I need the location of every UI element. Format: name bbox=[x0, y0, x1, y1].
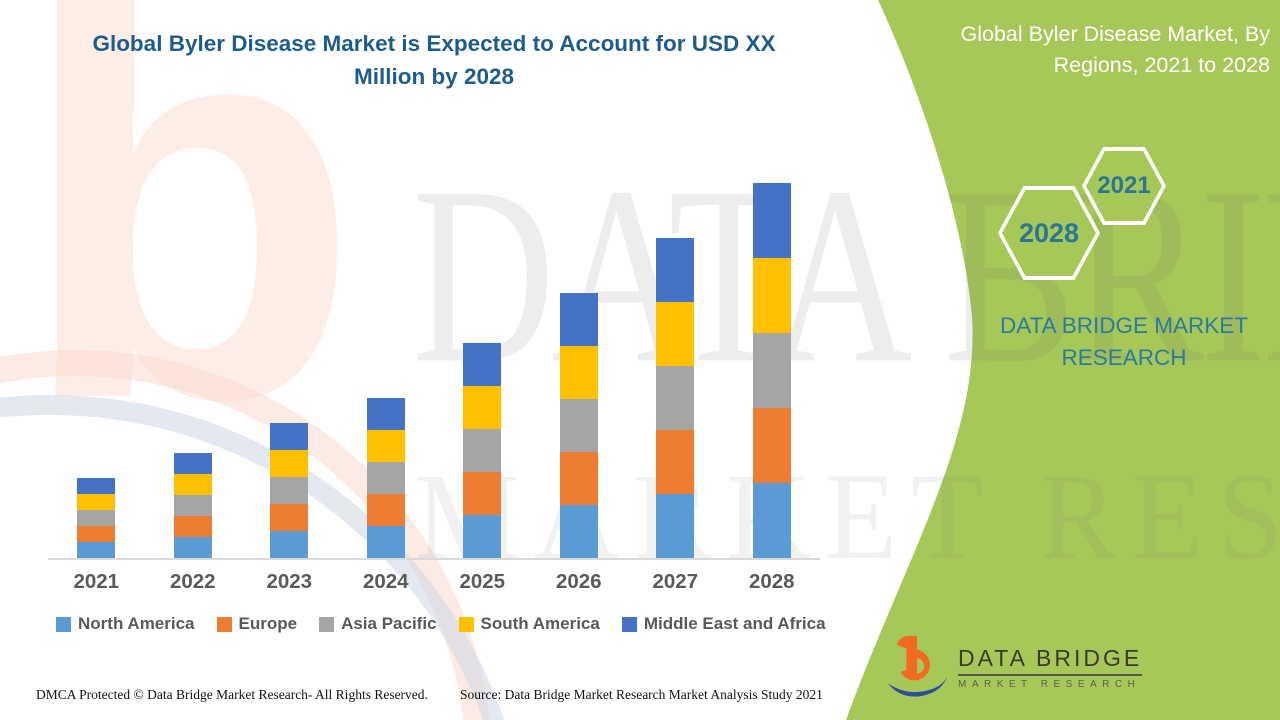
chart-title: Global Byler Disease Market is Expected … bbox=[74, 27, 794, 93]
legend-item: Middle East and Africa bbox=[621, 614, 826, 634]
bar-segment bbox=[463, 386, 502, 429]
bar-segment bbox=[77, 494, 116, 510]
bar-segment bbox=[463, 515, 502, 558]
bar-segment bbox=[752, 408, 791, 483]
bar-segment bbox=[270, 423, 309, 450]
legend-swatch-icon bbox=[621, 616, 637, 632]
bar-segment bbox=[366, 430, 405, 462]
bar-segment bbox=[463, 343, 502, 386]
bar-segment bbox=[77, 478, 116, 494]
data-bridge-logo-icon bbox=[887, 635, 949, 697]
dmca-notice: DMCA Protected © Data Bridge Market Rese… bbox=[36, 687, 428, 702]
x-tick: 2028 bbox=[748, 570, 795, 593]
bar-segment bbox=[366, 462, 405, 494]
logo-line1: DATA BRIDGE bbox=[958, 645, 1143, 676]
chart-title-line2: Million by 2028 bbox=[353, 64, 515, 89]
bar-segment bbox=[366, 398, 405, 430]
legend-label: Asia Pacific bbox=[341, 614, 437, 633]
bar-2026 bbox=[559, 293, 598, 558]
bar-segment bbox=[559, 452, 598, 505]
side-panel-heading-line2: Regions, 2021 to 2028 bbox=[1053, 53, 1270, 77]
bar-segment bbox=[463, 472, 502, 515]
bar-2024 bbox=[366, 398, 405, 558]
bar-2023 bbox=[270, 423, 309, 558]
bar-2022 bbox=[173, 453, 212, 558]
bar-segment bbox=[366, 494, 405, 526]
logo-text: DATA BRIDGE MARKET RESEARCH bbox=[958, 645, 1143, 690]
bar-segment bbox=[463, 429, 502, 472]
bar-segment bbox=[77, 510, 116, 526]
legend-swatch-icon bbox=[216, 616, 232, 632]
bar-segment bbox=[656, 302, 695, 366]
legend-label: Middle East and Africa bbox=[643, 614, 826, 633]
bar-segment bbox=[77, 542, 116, 558]
bar-segment bbox=[752, 333, 791, 408]
bar-segment bbox=[173, 537, 212, 558]
bar-segment bbox=[270, 531, 309, 558]
bar-2028 bbox=[752, 183, 791, 558]
bar-segment bbox=[752, 183, 791, 258]
hexagon-2028-label: 2028 bbox=[1002, 190, 1096, 276]
legend-swatch-icon bbox=[319, 616, 335, 632]
chart-title-line1: Global Byler Disease Market is Expected … bbox=[92, 31, 776, 56]
legend-item: North America bbox=[56, 614, 195, 634]
chart-legend: North America Europe Asia Pacific South Ame… bbox=[56, 614, 828, 634]
bar-segment bbox=[559, 505, 598, 558]
bar-segment bbox=[270, 504, 309, 531]
x-tick: 2026 bbox=[555, 570, 602, 593]
bar-segment bbox=[173, 453, 212, 474]
bar-segment bbox=[656, 430, 695, 494]
bar-segment bbox=[656, 238, 695, 302]
hexagon-2021-label: 2021 bbox=[1086, 151, 1162, 221]
bar-segment bbox=[173, 495, 212, 516]
bar-segment bbox=[559, 293, 598, 346]
x-tick: 2025 bbox=[459, 570, 506, 593]
legend-label: North America bbox=[78, 614, 195, 633]
legend-label: South America bbox=[480, 614, 600, 633]
data-bridge-logo: DATA BRIDGE MARKET RESEARCH bbox=[886, 633, 1143, 701]
hexagon-2021: 2021 bbox=[1082, 147, 1166, 225]
bar-segment bbox=[77, 526, 116, 542]
bar-2021 bbox=[77, 478, 116, 558]
x-tick: 2024 bbox=[362, 570, 409, 593]
legend-item: Europe bbox=[216, 614, 298, 634]
legend-swatch-icon bbox=[56, 616, 71, 632]
x-tick: 2021 bbox=[73, 570, 120, 593]
bar-segment bbox=[173, 516, 212, 537]
side-panel-heading: Global Byler Disease Market, By Regions,… bbox=[925, 19, 1270, 81]
x-axis-ticks: 2021 2022 2023 2024 2025 2026 2027 2028 bbox=[48, 570, 820, 594]
logo-line2: MARKET RESEARCH bbox=[958, 678, 1141, 690]
plot-area bbox=[48, 165, 820, 560]
legend-label: Europe bbox=[238, 614, 298, 633]
x-tick: 2023 bbox=[266, 570, 313, 593]
bar-segment bbox=[656, 366, 695, 430]
bar-segment bbox=[559, 346, 598, 399]
bar-2027 bbox=[656, 238, 695, 558]
legend-item: South America bbox=[458, 614, 600, 634]
brand-text: DATA BRIDGE MARKET RESEARCH bbox=[1000, 313, 1248, 370]
x-tick: 2022 bbox=[169, 570, 216, 593]
bar-segment bbox=[752, 483, 791, 558]
bar-segment bbox=[270, 477, 309, 504]
bar-segment bbox=[752, 258, 791, 333]
x-tick: 2027 bbox=[652, 570, 699, 593]
source-note: Source: Data Bridge Market Research Mark… bbox=[460, 687, 823, 702]
bar-segment bbox=[270, 450, 309, 477]
bar-segment bbox=[366, 526, 405, 558]
bar-segment bbox=[173, 474, 212, 495]
legend-swatch-icon bbox=[458, 616, 474, 632]
bar-segment bbox=[559, 399, 598, 452]
side-panel-heading-line1: Global Byler Disease Market, By bbox=[960, 22, 1270, 46]
legend-item: Asia Pacific bbox=[319, 614, 437, 634]
bar-2025 bbox=[463, 343, 502, 558]
bar-segment bbox=[656, 494, 695, 558]
